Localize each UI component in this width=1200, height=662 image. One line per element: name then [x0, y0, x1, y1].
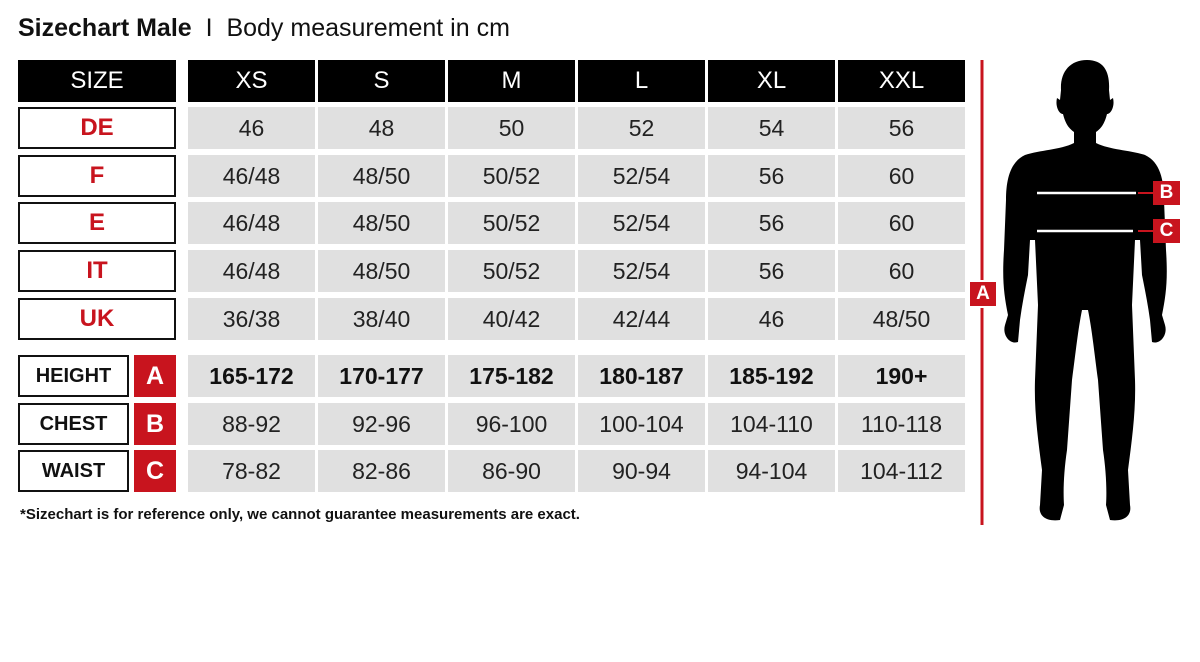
- size-cell: 48/50: [318, 155, 445, 197]
- chest-marker: B: [1153, 181, 1180, 205]
- measurement-cell: 180-187: [578, 355, 705, 397]
- measurement-label: WAIST: [18, 450, 129, 492]
- measurement-cell: 104-112: [838, 450, 965, 492]
- country-label: UK: [18, 298, 176, 340]
- measurement-cell: 86-90: [448, 450, 575, 492]
- size-cell: 50/52: [448, 202, 575, 244]
- height-marker: A: [970, 282, 996, 306]
- size-cell: 56: [708, 202, 835, 244]
- measurement-cell: 170-177: [318, 355, 445, 397]
- measurement-cell: 104-110: [708, 403, 835, 445]
- waist-marker: C: [1153, 219, 1180, 243]
- measurement-cell: 90-94: [578, 450, 705, 492]
- size-cell: 50/52: [448, 250, 575, 292]
- size-cell: 60: [838, 250, 965, 292]
- measurement-cell: 82-86: [318, 450, 445, 492]
- measurement-cell: 92-96: [318, 403, 445, 445]
- body-figure: [980, 60, 1167, 525]
- size-column-header: L: [578, 60, 705, 102]
- size-cell: 46: [188, 107, 315, 149]
- measurement-cell: 100-104: [578, 403, 705, 445]
- measurement-cell: 190+: [838, 355, 965, 397]
- measurement-cell: 96-100: [448, 403, 575, 445]
- title-main: Sizechart Male: [18, 14, 192, 42]
- size-cell: 52/54: [578, 250, 705, 292]
- size-cell: 52/54: [578, 202, 705, 244]
- size-cell: 38/40: [318, 298, 445, 340]
- measurement-marker: A: [134, 355, 176, 397]
- size-column-header: XS: [188, 60, 315, 102]
- size-cell: 42/44: [578, 298, 705, 340]
- title-separator: I: [205, 14, 213, 42]
- man-silhouette-icon: [1003, 60, 1167, 521]
- size-cell: 48/50: [838, 298, 965, 340]
- size-header: SIZE: [18, 60, 176, 102]
- measurement-cell: 78-82: [188, 450, 315, 492]
- size-cell: 46/48: [188, 155, 315, 197]
- country-label: F: [18, 155, 176, 197]
- measurement-cell: 88-92: [188, 403, 315, 445]
- page-title: Sizechart Male I Body measurement in cm: [18, 14, 510, 43]
- country-label: DE: [18, 107, 176, 149]
- size-column-header: M: [448, 60, 575, 102]
- size-cell: 48/50: [318, 202, 445, 244]
- size-cell: 60: [838, 155, 965, 197]
- size-cell: 46/48: [188, 202, 315, 244]
- size-cell: 48/50: [318, 250, 445, 292]
- size-cell: 46: [708, 298, 835, 340]
- size-cell: 46/48: [188, 250, 315, 292]
- size-cell: 52: [578, 107, 705, 149]
- size-cell: 56: [708, 155, 835, 197]
- disclaimer-note: *Sizechart is for reference only, we can…: [20, 506, 580, 523]
- measurement-label: CHEST: [18, 403, 129, 445]
- measurement-cell: 165-172: [188, 355, 315, 397]
- title-subtitle: Body measurement in cm: [226, 14, 510, 42]
- size-cell: 48: [318, 107, 445, 149]
- size-cell: 52/54: [578, 155, 705, 197]
- measurement-label: HEIGHT: [18, 355, 129, 397]
- size-cell: 50: [448, 107, 575, 149]
- country-label: E: [18, 202, 176, 244]
- measurement-cell: 175-182: [448, 355, 575, 397]
- measurement-cell: 94-104: [708, 450, 835, 492]
- measurement-marker: C: [134, 450, 176, 492]
- country-label: IT: [18, 250, 176, 292]
- size-column-header: S: [318, 60, 445, 102]
- size-cell: 54: [708, 107, 835, 149]
- measurement-cell: 185-192: [708, 355, 835, 397]
- size-column-header: XL: [708, 60, 835, 102]
- measurement-marker: B: [134, 403, 176, 445]
- size-cell: 56: [838, 107, 965, 149]
- size-column-header: XXL: [838, 60, 965, 102]
- size-cell: 50/52: [448, 155, 575, 197]
- measurement-cell: 110-118: [838, 403, 965, 445]
- size-cell: 40/42: [448, 298, 575, 340]
- size-cell: 60: [838, 202, 965, 244]
- size-cell: 56: [708, 250, 835, 292]
- size-cell: 36/38: [188, 298, 315, 340]
